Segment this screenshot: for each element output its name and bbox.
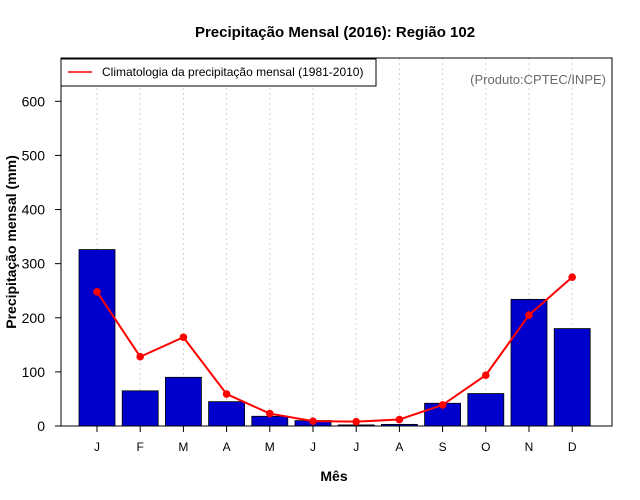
chart-title: Precipitação Mensal (2016): Região 102	[195, 24, 475, 41]
x-tick-label: A	[395, 440, 403, 454]
x-tick-label: J	[353, 440, 359, 454]
y-tick-label: 200	[22, 310, 46, 326]
climatology-point	[438, 401, 447, 409]
x-tick-label: F	[137, 440, 144, 454]
x-tick-label: A	[223, 440, 231, 454]
x-tick-label: D	[568, 440, 577, 454]
gridlines	[96, 58, 573, 426]
bar	[553, 328, 591, 427]
y-tick-label: 500	[22, 147, 46, 163]
climatology-point	[352, 417, 361, 426]
x-tick-label: M	[265, 440, 275, 454]
climatology-point	[482, 371, 490, 379]
climatology-point	[222, 390, 231, 398]
climatology-point	[395, 415, 404, 424]
y-axis-label: Precipitação mensal (mm)	[3, 155, 19, 329]
y-tick-label: 100	[22, 364, 46, 380]
y-tick-label: 0	[37, 418, 45, 434]
climatology-series	[93, 273, 576, 426]
x-axis-label: Mês	[320, 468, 347, 484]
y-tick-label: 400	[22, 202, 46, 218]
x-tick-label: J	[310, 440, 316, 454]
legend-box	[60, 58, 377, 87]
climatology-point	[93, 287, 101, 296]
bar	[208, 401, 246, 427]
credit-text: (Produto:CPTEC/INPE)	[470, 72, 606, 87]
legend-entry: Climatologia da precipitação mensal (198…	[102, 65, 363, 79]
bar	[164, 376, 202, 427]
climatology-point	[309, 417, 317, 425]
climatology-point	[179, 333, 188, 342]
y-tick-label: 300	[22, 256, 46, 272]
x-tick-label: S	[439, 440, 447, 454]
x-tick-label: J	[94, 440, 100, 454]
x-tick-label: O	[481, 440, 490, 454]
x-tick-label: N	[525, 440, 534, 454]
bar-series	[78, 249, 591, 427]
climatology-point	[525, 311, 533, 319]
climatology-line	[96, 276, 573, 423]
y-axis: 0 100 200 300 400 500 600	[22, 93, 62, 434]
bar	[121, 390, 159, 427]
climatology-point	[136, 352, 144, 361]
bar	[510, 298, 548, 427]
y-tick-label: 600	[22, 93, 46, 109]
bar	[251, 415, 289, 427]
bar	[78, 249, 116, 427]
climatology-point	[568, 273, 576, 281]
climatology-point	[266, 409, 274, 418]
bar	[467, 393, 505, 427]
x-tick-label: M	[178, 440, 188, 454]
legend: Climatologia da precipitação mensal (198…	[60, 58, 377, 87]
